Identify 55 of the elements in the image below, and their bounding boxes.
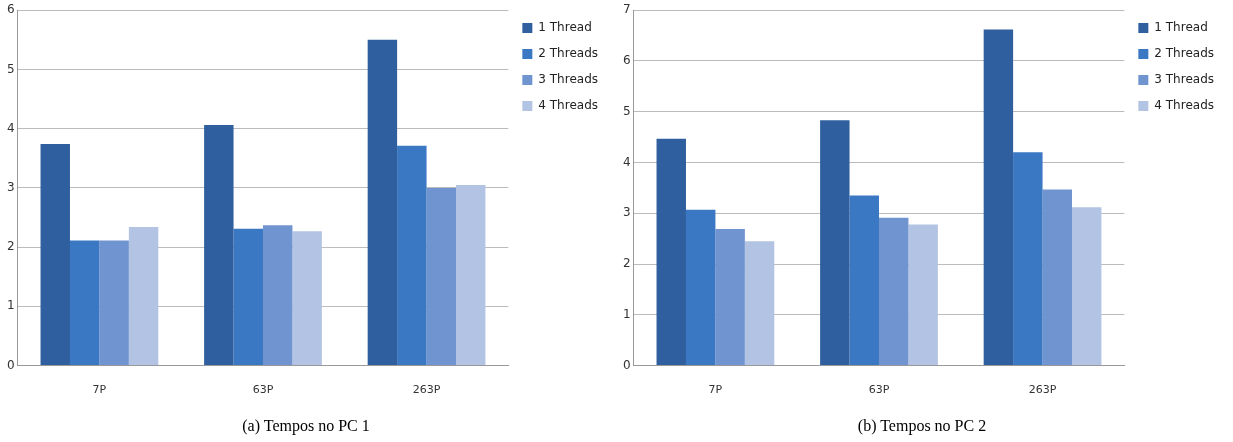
bar (1013, 152, 1043, 366)
legend-label: 4 Threads (1154, 98, 1215, 113)
legend-label: 2 Threads (1154, 46, 1215, 61)
bar (849, 195, 879, 366)
y-tick-label: 7 (622, 2, 631, 17)
bar (99, 240, 129, 366)
bar (204, 125, 234, 366)
bar (908, 224, 938, 366)
x-tick-label: 7P (708, 383, 723, 397)
legend-label: 2 Threads (538, 46, 599, 61)
legend-label: 3 Threads (538, 72, 599, 87)
bar (456, 184, 486, 366)
legend-label: 1 Thread (538, 20, 592, 35)
y-tick-label: 2 (622, 256, 631, 271)
bar (685, 209, 716, 366)
bar (69, 240, 100, 366)
bar (878, 217, 909, 366)
y-tick-label: 5 (622, 103, 631, 118)
x-tick-label: 63P (868, 383, 890, 397)
y-tick-label: 4 (622, 154, 631, 169)
y-tick-label: 0 (622, 357, 631, 372)
y-tick-label: 1 (622, 306, 631, 321)
y-tick-label: 4 (6, 120, 15, 135)
y-tick-label: 6 (622, 53, 631, 68)
text: (a) Tempos no PC 1 (242, 416, 370, 435)
bar (1072, 207, 1102, 366)
bar (715, 229, 745, 366)
bar (426, 187, 456, 366)
text: (b) Tempos no PC 2 (857, 416, 987, 435)
y-tick-label: 1 (6, 298, 15, 313)
bar (1042, 189, 1072, 366)
bar (656, 138, 686, 366)
x-tick-label: 263P (412, 383, 441, 397)
bar (983, 29, 1014, 366)
bar (233, 228, 263, 366)
bar (820, 120, 850, 366)
legend-label: 4 Threads (538, 98, 599, 113)
y-tick-label: 3 (622, 205, 631, 220)
y-tick-label: 2 (6, 239, 15, 254)
bar (292, 231, 322, 366)
bar (397, 145, 427, 366)
y-tick-label: 3 (6, 180, 15, 195)
x-tick-label: 7P (92, 383, 107, 397)
bar (367, 39, 398, 366)
x-tick-label: 63P (252, 383, 274, 397)
bar (128, 226, 159, 366)
bar (40, 144, 70, 366)
y-tick-label: 5 (6, 61, 15, 76)
x-tick-label: 263P (1028, 383, 1057, 397)
bar (262, 225, 293, 366)
bar (744, 241, 775, 366)
y-tick-label: 0 (6, 357, 15, 372)
legend-label: 1 Thread (1154, 20, 1208, 35)
y-tick-label: 6 (6, 2, 15, 17)
legend-label: 3 Threads (1154, 72, 1215, 87)
